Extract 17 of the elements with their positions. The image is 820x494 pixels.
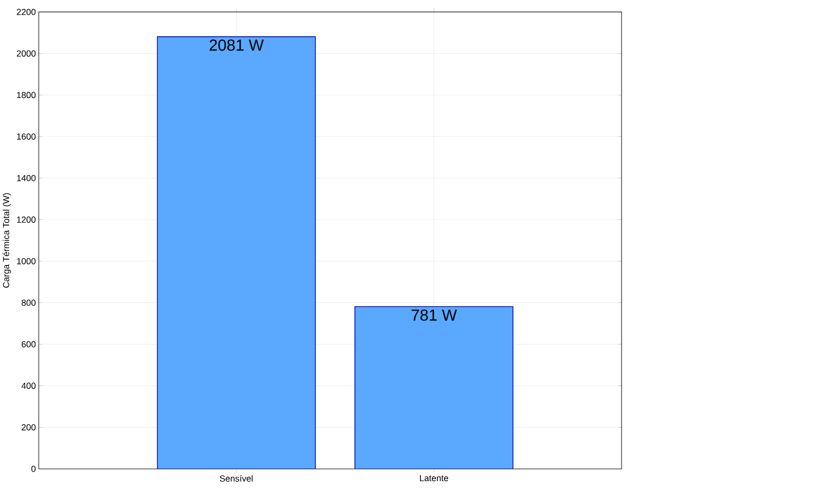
y-tick-label: 400 bbox=[21, 382, 36, 390]
data-label: 2081 W bbox=[210, 40, 264, 51]
y-tick-label: 2200 bbox=[16, 9, 36, 16]
data-label: 781 W bbox=[412, 310, 457, 321]
y-axis-title: Carga Térmica Total (W) bbox=[2, 193, 11, 288]
y-tick-label: 1600 bbox=[17, 134, 36, 140]
x-tick-label: Sensível bbox=[220, 475, 253, 482]
y-tick-label: 1000 bbox=[17, 258, 36, 264]
y-tick-label: 2000 bbox=[16, 50, 36, 57]
y-tick-label: 1800 bbox=[17, 92, 36, 98]
y-tick-label: 1400 bbox=[17, 175, 36, 182]
y-tick-label: 0 bbox=[31, 466, 36, 472]
y-tick-label: 200 bbox=[22, 424, 36, 431]
y-tick-label: 600 bbox=[22, 341, 36, 348]
y-tick-label: 800 bbox=[22, 300, 36, 306]
x-tick-label: Latente bbox=[420, 475, 448, 482]
y-tick-label: 1200 bbox=[17, 216, 36, 223]
